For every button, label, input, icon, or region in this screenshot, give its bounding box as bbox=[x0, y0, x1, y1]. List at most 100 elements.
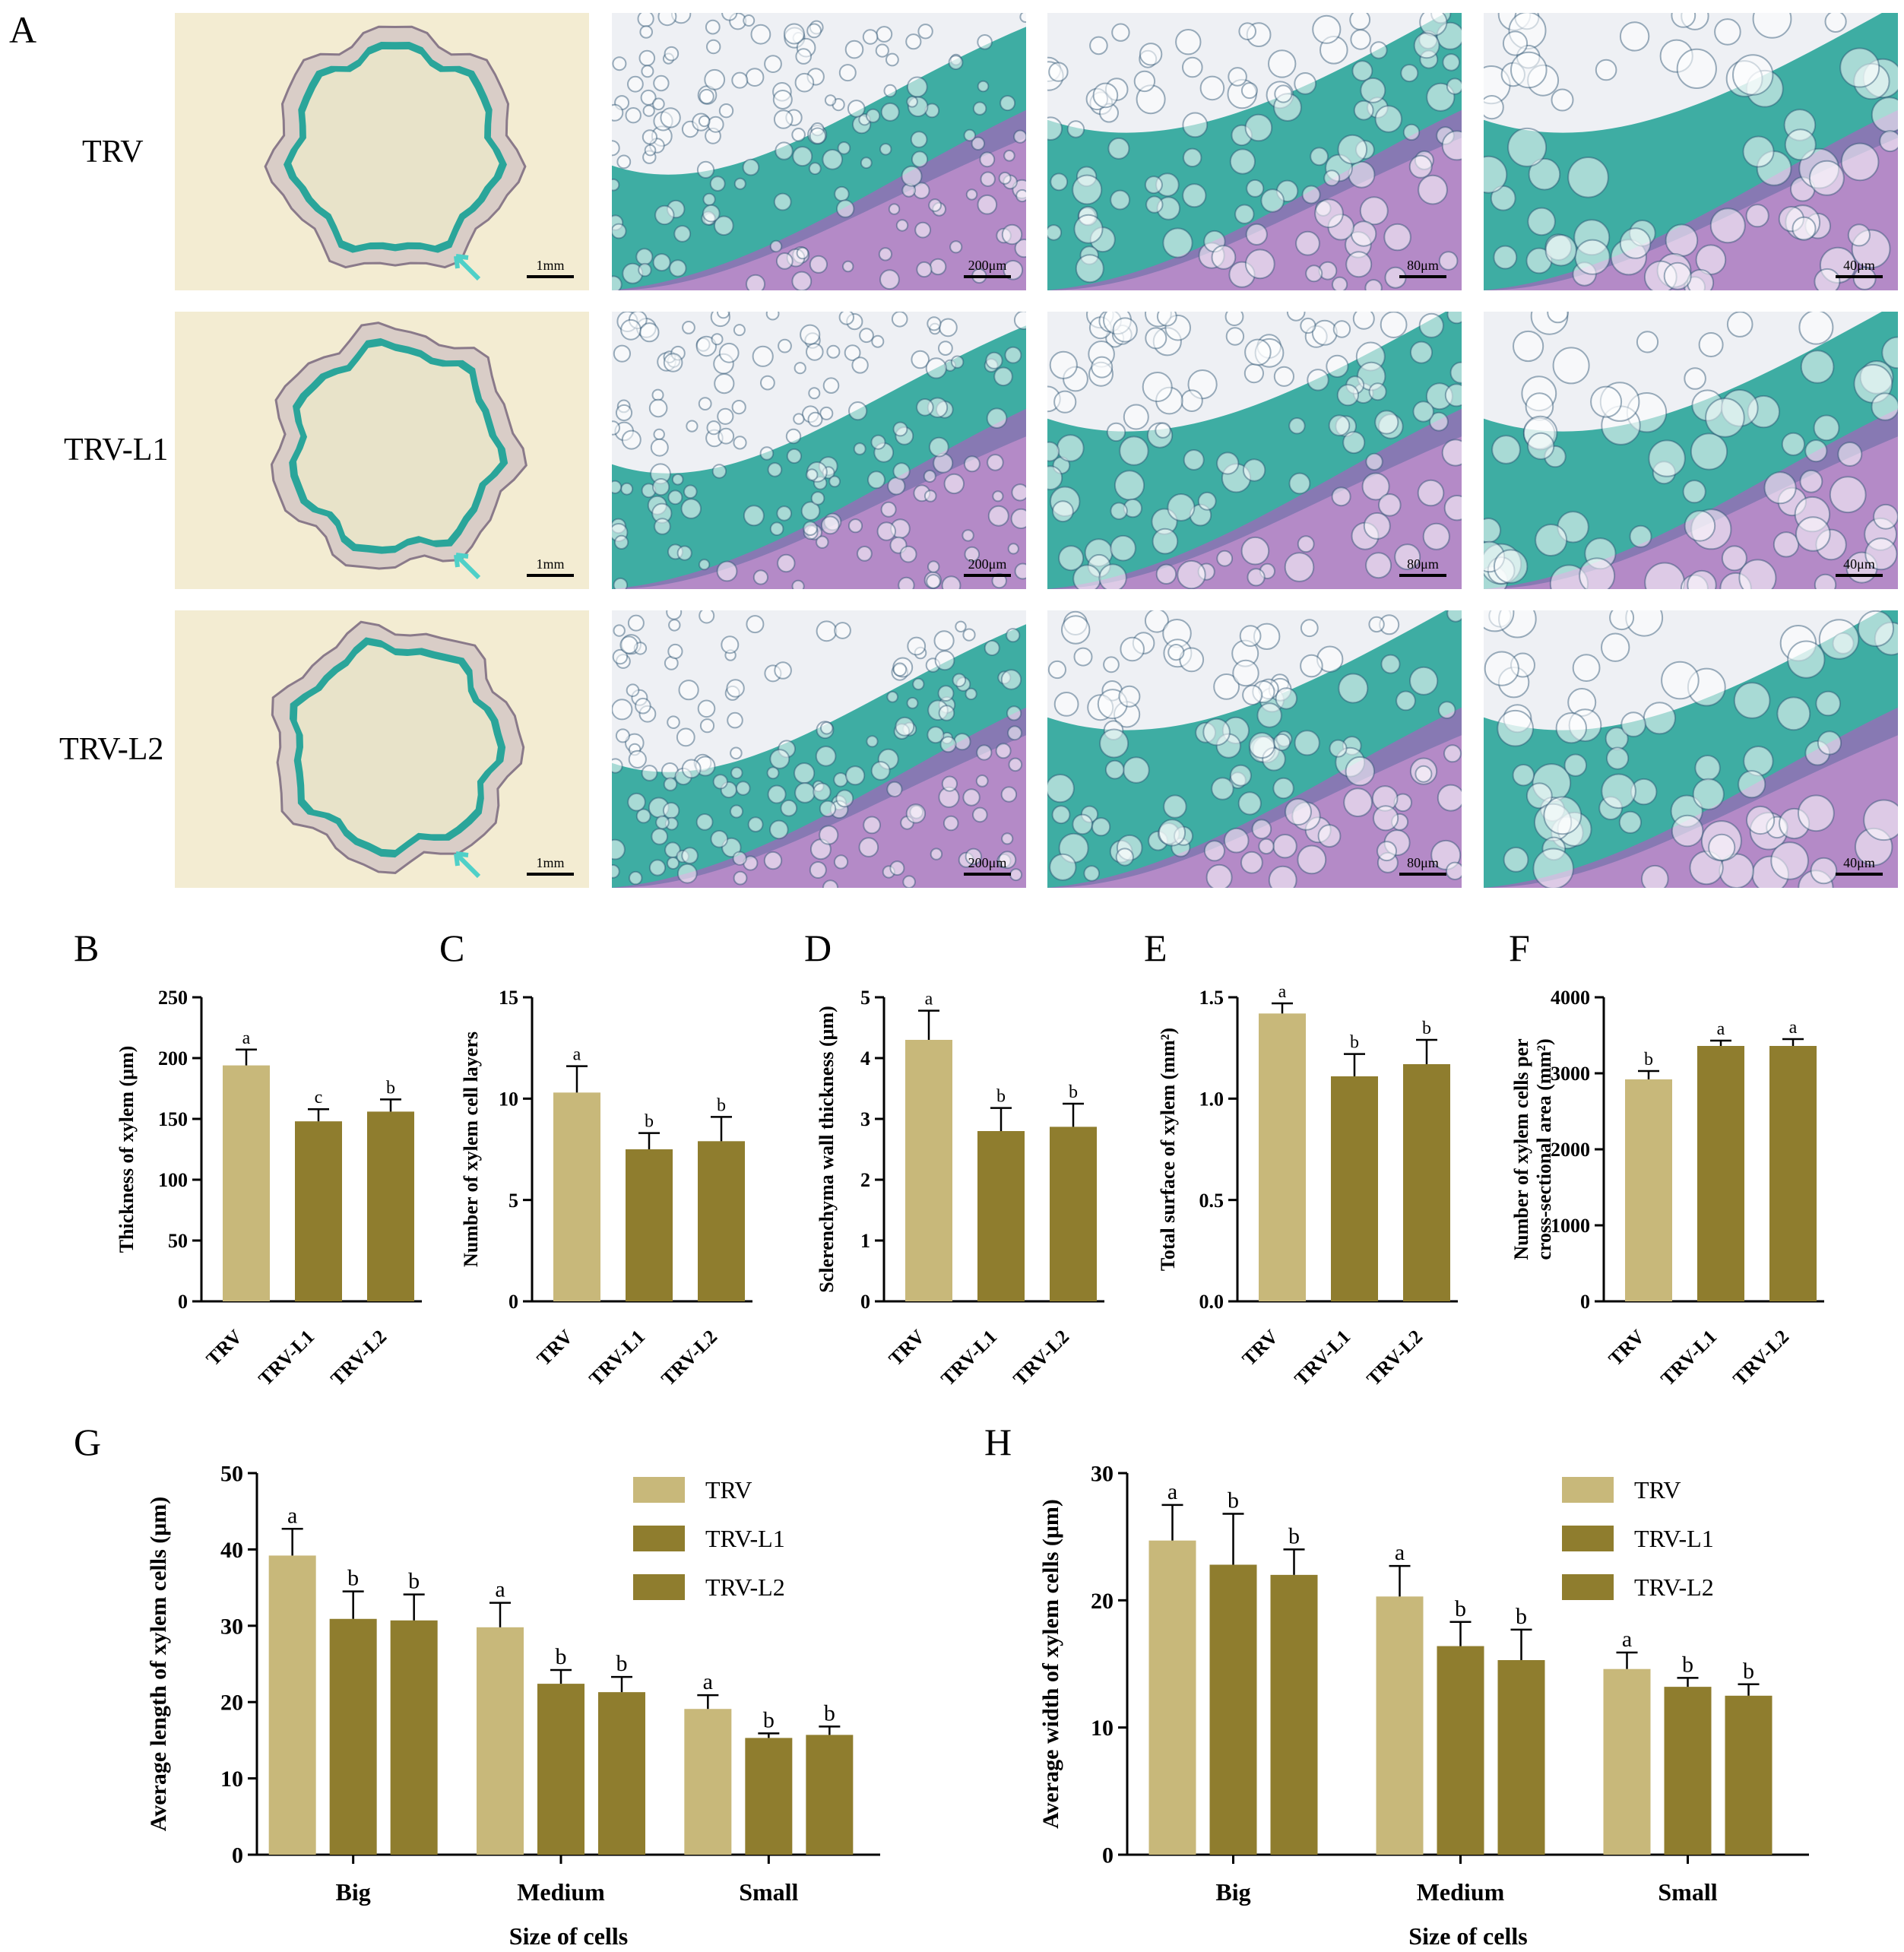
significance-letter: b bbox=[1743, 1659, 1754, 1684]
significance-letter: b bbox=[386, 1078, 395, 1098]
significance-letter: b bbox=[717, 1095, 726, 1115]
bar-trv-l2 bbox=[806, 1735, 854, 1855]
y-tick-label: 2 bbox=[860, 1169, 870, 1191]
significance-letter: b bbox=[824, 1700, 835, 1725]
significance-letter: b bbox=[1455, 1596, 1466, 1621]
x-tick-label: TRV bbox=[885, 1326, 930, 1371]
y-tick-label: 4000 bbox=[1551, 987, 1590, 1009]
significance-letter: a bbox=[1717, 1019, 1725, 1039]
y-tick-label: 50 bbox=[168, 1230, 188, 1252]
y-tick-label: 40 bbox=[220, 1538, 243, 1563]
y-tick-label: 3000 bbox=[1551, 1063, 1590, 1085]
micrograph-r3-c4: 40μm bbox=[1484, 610, 1898, 888]
bar-trv bbox=[684, 1709, 732, 1855]
x-tick-label: TRV-L1 bbox=[1290, 1326, 1354, 1390]
legend-label: TRV-L1 bbox=[1634, 1525, 1714, 1552]
significance-letter: b bbox=[1422, 1019, 1431, 1038]
x-tick-label: Big bbox=[1215, 1878, 1250, 1906]
scale-bar-label: 200μm bbox=[968, 258, 1007, 273]
legend-label: TRV-L1 bbox=[705, 1525, 785, 1552]
significance-letter: b bbox=[1644, 1050, 1653, 1069]
scale-bar-label: 200μm bbox=[968, 556, 1007, 572]
bar-trv-l1 bbox=[537, 1684, 585, 1855]
row-label-trv-l2: TRV-L2 bbox=[59, 732, 164, 767]
y-tick-label: 0 bbox=[860, 1291, 870, 1313]
bar-trv-l2 bbox=[367, 1111, 414, 1301]
scale-bar: 40μm bbox=[1836, 855, 1883, 876]
y-tick-label: 0 bbox=[1580, 1291, 1590, 1313]
scale-bar-label: 1mm bbox=[536, 258, 565, 273]
significance-letter: b bbox=[763, 1707, 775, 1732]
significance-letter: a bbox=[1622, 1627, 1632, 1652]
scale-bar: 200μm bbox=[964, 258, 1011, 278]
panel-label-g: G bbox=[74, 1421, 102, 1463]
x-tick-label: Small bbox=[739, 1878, 798, 1906]
y-tick-label: 0 bbox=[1102, 1843, 1114, 1868]
y-tick-label: 150 bbox=[158, 1108, 188, 1130]
y-tick-label: 10 bbox=[220, 1767, 243, 1792]
x-tick-label: TRV-L1 bbox=[936, 1326, 1001, 1390]
bar-trv-l2 bbox=[1769, 1046, 1817, 1301]
legend-label: TRV-L2 bbox=[1634, 1573, 1714, 1601]
scale-bar-label: 1mm bbox=[536, 556, 565, 572]
panel-label-h: H bbox=[984, 1421, 1012, 1463]
y-axis-label: Thickness of xylem (μm) bbox=[116, 1046, 138, 1253]
y-tick-label: 30 bbox=[220, 1614, 243, 1639]
y-tick-label: 50 bbox=[220, 1462, 243, 1487]
legend-swatch bbox=[1562, 1574, 1614, 1600]
panel-label-e: E bbox=[1144, 927, 1167, 969]
scale-bar: 80μm bbox=[1399, 855, 1446, 876]
bar-trv-l1 bbox=[1437, 1646, 1484, 1855]
x-tick-label: TRV bbox=[1238, 1326, 1283, 1371]
x-tick-label: TRV-L2 bbox=[1009, 1326, 1073, 1390]
significance-letter: a bbox=[242, 1028, 251, 1048]
significance-letter: a bbox=[1167, 1479, 1177, 1504]
bar-trv-l1 bbox=[626, 1149, 673, 1301]
micrograph-r2-c1: 1mm bbox=[175, 312, 589, 589]
scale-bar-label: 80μm bbox=[1407, 855, 1439, 870]
scale-bar: 1mm bbox=[527, 258, 574, 278]
scale-bar-label: 80μm bbox=[1407, 258, 1439, 273]
bar-trv bbox=[1259, 1013, 1306, 1301]
x-tick-label: TRV bbox=[202, 1326, 247, 1371]
arrow-icon bbox=[454, 851, 481, 879]
bar-trv-l2 bbox=[698, 1141, 745, 1301]
x-tick-label: TRV-L2 bbox=[326, 1326, 391, 1390]
y-tick-label: 200 bbox=[158, 1047, 188, 1069]
y-tick-label: 0 bbox=[508, 1291, 518, 1313]
scale-bar-label: 40μm bbox=[1843, 258, 1875, 273]
y-axis-label: Number of xylem cell layers bbox=[460, 1031, 482, 1267]
bar-trv-l1 bbox=[1664, 1687, 1712, 1855]
y-axis-label: Total surface of xylem (mm²) bbox=[1157, 1028, 1179, 1271]
legend-swatch bbox=[633, 1477, 685, 1503]
bar-trv-l1 bbox=[295, 1121, 342, 1301]
significance-letter: a bbox=[925, 990, 933, 1009]
bar-trv-l2 bbox=[1403, 1064, 1450, 1301]
x-tick-label: Big bbox=[336, 1878, 371, 1906]
significance-letter: a bbox=[573, 1045, 581, 1065]
row-label-trv-l1: TRV-L1 bbox=[64, 433, 169, 467]
y-axis-label: Average width of xylem cells (μm) bbox=[1038, 1499, 1063, 1829]
micrograph-r1-c4: 40μm bbox=[1484, 13, 1898, 290]
bar-trv-l2 bbox=[1497, 1659, 1545, 1855]
y-tick-label: 0.0 bbox=[1199, 1291, 1224, 1313]
scale-bar: 40μm bbox=[1836, 556, 1883, 577]
bar-trv bbox=[1376, 1596, 1424, 1855]
y-tick-label: 1000 bbox=[1551, 1215, 1590, 1237]
scale-bar-label: 40μm bbox=[1843, 855, 1875, 870]
significance-letter: b bbox=[1350, 1033, 1359, 1053]
significance-letter: b bbox=[1228, 1488, 1239, 1513]
significance-letter: a bbox=[703, 1669, 713, 1694]
bar-trv bbox=[1603, 1668, 1651, 1855]
bar-trv-l2 bbox=[598, 1692, 645, 1855]
bar-trv bbox=[905, 1040, 952, 1301]
y-tick-label: 250 bbox=[158, 987, 188, 1009]
scale-bar: 80μm bbox=[1399, 556, 1446, 577]
y-tick-label: 15 bbox=[499, 987, 518, 1009]
significance-letter: b bbox=[645, 1112, 654, 1132]
y-axis-label: Number of xylem cells per bbox=[1510, 1038, 1532, 1260]
y-tick-label: 1.5 bbox=[1199, 987, 1224, 1009]
micrograph-r3-c3: 80μm bbox=[1047, 610, 1462, 888]
y-tick-label: 30 bbox=[1091, 1462, 1114, 1487]
